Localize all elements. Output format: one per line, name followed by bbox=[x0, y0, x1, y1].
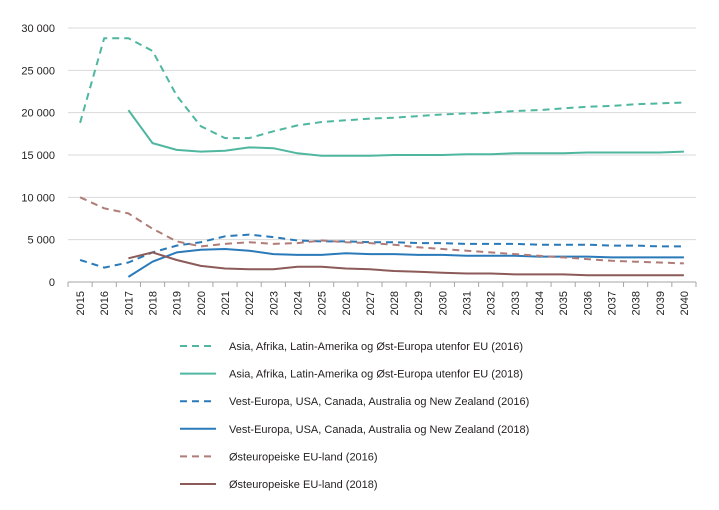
legend-label: Vest-Europa, USA, Canada, Australia og N… bbox=[229, 424, 529, 436]
legend-label: Vest-Europa, USA, Canada, Australia og N… bbox=[229, 396, 529, 408]
x-tick-label: 2017 bbox=[123, 291, 135, 315]
legend-item-5: Østeuropeiske EU-land (2016) bbox=[180, 451, 378, 463]
legend-label: Asia, Afrika, Latin-Amerika og Øst-Europ… bbox=[229, 341, 523, 353]
x-tick-label: 2035 bbox=[558, 291, 570, 315]
legend-item-6: Østeuropeiske EU-land (2018) bbox=[180, 479, 378, 491]
series-line-5 bbox=[79, 196, 684, 265]
legend-item-4: Vest-Europa, USA, Canada, Australia og N… bbox=[180, 424, 529, 436]
legend-item-2: Asia, Afrika, Latin-Amerika og Øst-Europ… bbox=[180, 369, 523, 381]
x-tick-label: 2020 bbox=[196, 291, 208, 315]
legend-label: Østeuropeiske EU-land (2016) bbox=[229, 451, 378, 463]
legend-item-3: Vest-Europa, USA, Canada, Australia og N… bbox=[180, 396, 529, 408]
x-tick-label: 2028 bbox=[389, 291, 401, 315]
legend-label: Østeuropeiske EU-land (2018) bbox=[229, 479, 378, 491]
legend-label: Asia, Afrika, Latin-Amerika og Øst-Europ… bbox=[229, 369, 523, 381]
y-tick-label: 0 bbox=[49, 277, 55, 289]
series-line-1 bbox=[79, 37, 684, 140]
x-tick-label: 2027 bbox=[365, 291, 377, 315]
series-line-3 bbox=[79, 233, 684, 269]
x-tick-label: 2033 bbox=[510, 291, 522, 315]
series-line-6 bbox=[128, 251, 684, 277]
x-tick-label: 2025 bbox=[317, 291, 329, 315]
x-tick-label: 2040 bbox=[679, 291, 691, 315]
x-tick-label: 2026 bbox=[341, 291, 353, 315]
x-tick-label: 2039 bbox=[655, 291, 667, 315]
x-tick-label: 2038 bbox=[631, 291, 643, 315]
x-tick-label: 2032 bbox=[486, 291, 498, 315]
x-tick-label: 2037 bbox=[606, 291, 618, 315]
x-tick-label: 2021 bbox=[220, 291, 232, 315]
y-tick-label: 30 000 bbox=[21, 23, 55, 35]
y-tick-label: 25 000 bbox=[21, 65, 55, 77]
x-tick-label: 2022 bbox=[244, 291, 256, 315]
y-tick-label: 15 000 bbox=[21, 150, 55, 162]
x-tick-label: 2016 bbox=[99, 291, 111, 315]
x-tick-label: 2030 bbox=[437, 291, 449, 315]
legend-item-1: Asia, Afrika, Latin-Amerika og Øst-Europ… bbox=[180, 341, 523, 353]
gridlines bbox=[68, 27, 696, 241]
x-tick-label: 2034 bbox=[534, 291, 546, 315]
series-line-4 bbox=[127, 248, 684, 278]
x-tick-label: 2036 bbox=[582, 291, 594, 315]
x-tick-label: 2019 bbox=[172, 291, 184, 315]
x-tick-label: 2024 bbox=[292, 291, 304, 315]
x-tick-label: 2029 bbox=[413, 291, 425, 315]
series-lines bbox=[79, 37, 684, 278]
series-line-2 bbox=[127, 109, 684, 157]
y-tick-label: 20 000 bbox=[21, 108, 55, 120]
axes: 0 5 000 10 000 15 000 20 000 25 000 30 000 2015… bbox=[21, 23, 697, 315]
y-tick-label: 10 000 bbox=[21, 192, 55, 204]
x-tick-label: 2015 bbox=[75, 291, 87, 315]
legend: Asia, Afrika, Latin-Amerika og Øst-Europ… bbox=[180, 341, 529, 491]
y-tick-label: 5 000 bbox=[27, 235, 55, 247]
x-tick-label: 2031 bbox=[462, 291, 474, 315]
x-tick-label: 2018 bbox=[148, 291, 160, 315]
x-tick-label: 2023 bbox=[268, 291, 280, 315]
